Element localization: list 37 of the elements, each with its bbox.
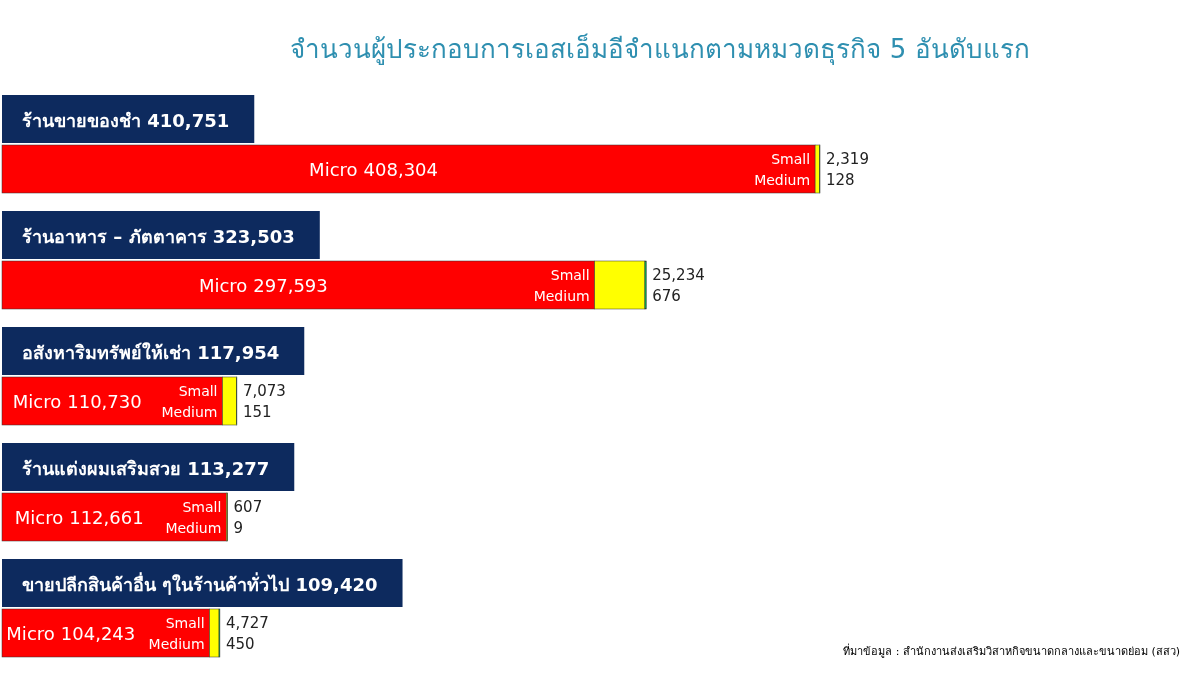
text: Micro [309, 159, 358, 180]
chart-title: จำนวนผู้ประกอบการเอสเอ็มอีจำแนกตามหมวดธุรกิจ 5 อันดับแรก [290, 33, 1030, 65]
data-label: 110,730 [67, 391, 142, 412]
text: Small [165, 615, 205, 631]
text: Medium [754, 172, 811, 188]
series-label: Medium [165, 520, 222, 536]
text: Medium [533, 288, 590, 304]
text: Medium [148, 636, 205, 652]
data-label: 104,243 [60, 623, 136, 644]
y-tick-label: ร้านอาหาร – ภัตตาคาร 323,503 [22, 226, 295, 247]
data-label: 607 [233, 498, 263, 516]
text: Small [550, 267, 590, 283]
text: Small [182, 499, 222, 515]
y-tick-label: อสังหาริมทรัพย์ให้เช่า 117,954 [22, 342, 280, 363]
data-label: 450 [225, 635, 255, 653]
data-label: 128 [826, 171, 855, 189]
series-label: Small [771, 151, 811, 167]
data-label: 408,304 [363, 159, 439, 180]
data-label: 2,319 [826, 150, 869, 168]
series-label: Micro [6, 623, 55, 644]
data-label: 112,661 [69, 507, 144, 528]
data-label: 9 [233, 519, 244, 537]
data-label: 297,593 [253, 275, 328, 296]
data-label: 4,727 [225, 614, 269, 632]
data-label: 7,073 [242, 382, 286, 400]
text: Medium [161, 404, 218, 420]
data-label: 151 [242, 403, 272, 421]
text: Small [178, 383, 218, 399]
text: Micro [12, 391, 62, 412]
data-label: 676 [652, 287, 681, 305]
y-tick-label: ร้านแต่งผมเสริมสวย 113,277 [22, 458, 270, 479]
y-tick-label: ขายปลีกสินค้าอื่น ๆในร้านค้าทั่วไป 109,420 [22, 572, 378, 595]
data-label: 25,234 [652, 266, 705, 284]
text: Micro [14, 507, 64, 528]
y-tick-label: ร้านขายของชำ 410,751 [22, 110, 230, 131]
text: ที่มาข้อมูล : สำนักงานส่งเสริมวิสาหกิจขนาดกลางและขนาดย่อม (สสว) [843, 643, 1180, 658]
text: Micro [198, 275, 248, 296]
